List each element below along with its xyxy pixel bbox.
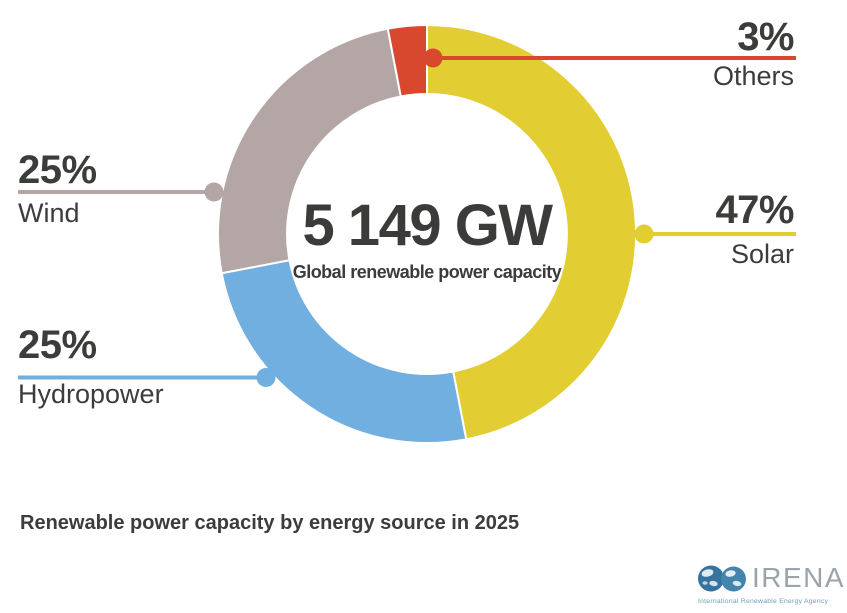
leader-dot-hydropower (256, 368, 276, 387)
callout-hydropower-name: Hydropower (18, 379, 164, 409)
leader-dot-solar (634, 224, 654, 244)
irena-tagline: International Renewable Energy Agency (698, 598, 829, 605)
total-capacity-subtitle: Global renewable power capacity (292, 262, 562, 282)
chart-title: Renewable power capacity by energy sourc… (20, 512, 520, 534)
total-capacity-value: 5 149 GW (302, 193, 553, 258)
callout-wind-percent: 25% (18, 148, 97, 192)
donut-center-label: 5 149 GW Global renewable power capacity (292, 197, 562, 283)
leader-dot-wind (204, 182, 224, 202)
donut-segment-hydropower (220, 259, 468, 444)
donut-segment-wind (217, 27, 402, 275)
callout-hydropower-percent: 25% (18, 323, 97, 367)
leader-dot-others (423, 48, 443, 68)
callout-lines (18, 48, 796, 387)
callout-others-percent: 3% (737, 15, 794, 59)
callout-wind-name: Wind (18, 198, 80, 228)
callout-others-name: Others (712, 61, 794, 91)
callout-solar-percent: 47% (715, 188, 794, 232)
irena-logo: IRENA International Renewable Energy Age… (697, 561, 846, 609)
donut-segments (217, 23, 638, 444)
donut-segment-solar (426, 23, 638, 441)
irena-globes-icon (698, 565, 746, 592)
callout-solar-name: Solar (730, 239, 794, 269)
donut-segment-others (386, 23, 428, 98)
irena-wordmark: IRENA (752, 562, 846, 593)
